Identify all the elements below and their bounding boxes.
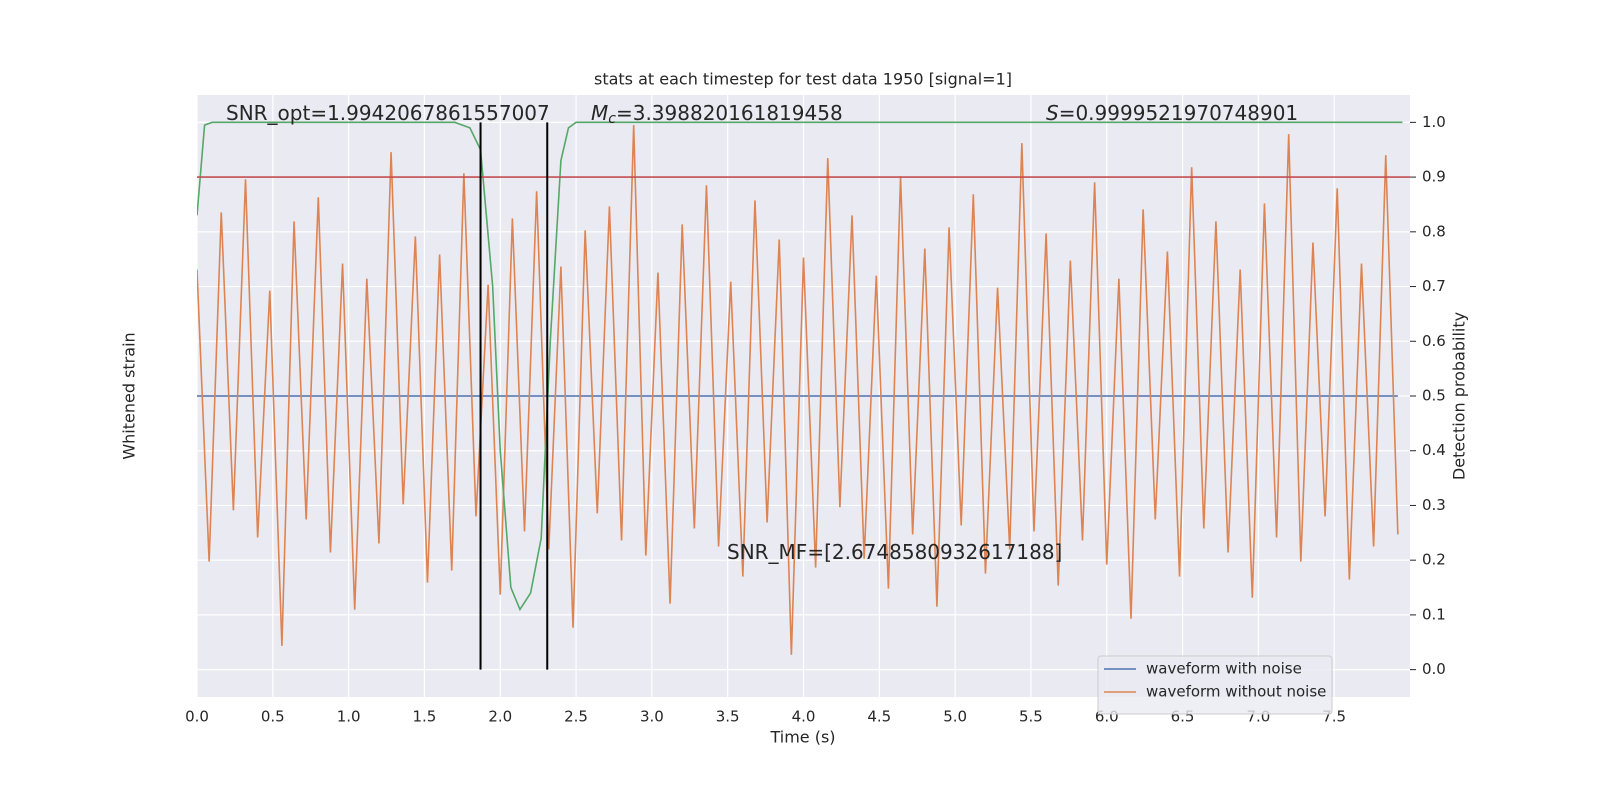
y2-axis-label: Detection probability — [1450, 312, 1469, 480]
annotation: S=0.9999521970748901 — [1046, 101, 1298, 125]
x-tick-label: 5.0 — [943, 708, 967, 726]
x-tick-label: 0.5 — [261, 708, 285, 726]
y2-tick-label: 0.0 — [1422, 660, 1446, 678]
annotation-symbol: S — [1046, 101, 1059, 125]
x-tick-label: 3.5 — [716, 708, 740, 726]
chart-title: stats at each timestep for test data 195… — [594, 70, 1012, 89]
x-tick-label: 2.5 — [564, 708, 588, 726]
x-tick-label: 1.5 — [413, 708, 437, 726]
annotation-text: =0.9999521970748901 — [1059, 101, 1298, 125]
x-tick-label: 5.5 — [1019, 708, 1043, 726]
y2-tick-label: 1.0 — [1422, 113, 1446, 131]
annotation: Mc=3.398820161819458 — [591, 101, 843, 128]
y2-tick-label: 0.1 — [1422, 605, 1446, 623]
legend-label: waveform without noise — [1146, 683, 1326, 701]
annotation: SNR_MF=[2.6748580932617188] — [727, 540, 1062, 564]
y2-tick-label: 0.8 — [1422, 222, 1446, 240]
x-tick-label: 4.0 — [792, 708, 816, 726]
annotation-symbol: M — [591, 101, 608, 125]
legend-box — [1097, 655, 1333, 715]
y2-tick-label: 0.4 — [1422, 441, 1446, 459]
annotation: SNR_opt=1.9942067861557007 — [226, 101, 550, 125]
annotation-text: SNR_MF=[2.6748580932617188] — [727, 540, 1062, 564]
annotation-text: =3.398820161819458 — [616, 101, 843, 125]
x-tick-label: 4.5 — [867, 708, 891, 726]
series-line — [197, 121, 1403, 612]
x-tick-label: 3.0 — [640, 708, 664, 726]
x-axis-label: Time (s) — [769, 728, 835, 747]
annotation-text: SNR_opt=1.9942067861557007 — [226, 101, 550, 125]
y2-tick-label: 0.5 — [1422, 387, 1446, 405]
series-line — [197, 125, 1399, 655]
y2-tick-label: 0.3 — [1422, 496, 1446, 514]
y2-tick-label: 0.7 — [1422, 277, 1446, 295]
x-tick-label: 2.0 — [488, 708, 512, 726]
x-tick-label: 1.0 — [337, 708, 361, 726]
plot-content — [197, 121, 1410, 670]
x-tick-label: 0.0 — [185, 708, 209, 726]
y2-tick-label: 0.2 — [1422, 551, 1446, 569]
annotation-subscript: c — [608, 111, 616, 127]
y-axis-label: Whitened strain — [120, 332, 139, 459]
y2-tick-label: 0.9 — [1422, 168, 1446, 186]
legend-label: waveform with noise — [1146, 660, 1302, 678]
y2-tick-label: 0.6 — [1422, 332, 1446, 350]
